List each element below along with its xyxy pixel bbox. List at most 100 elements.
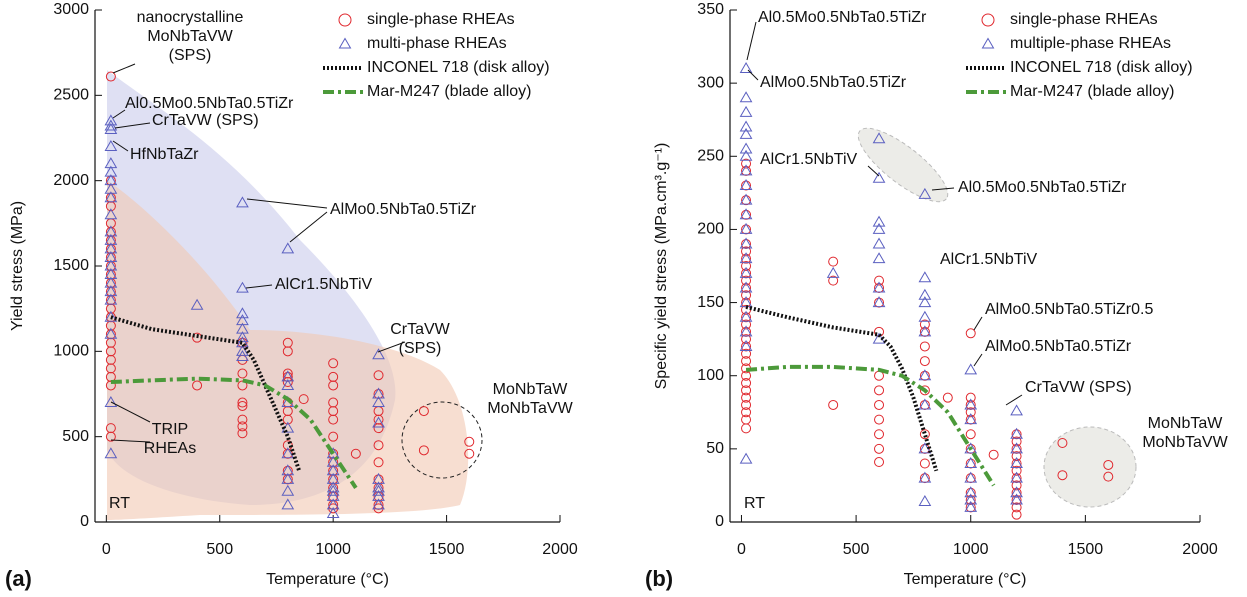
data-point: [918, 310, 932, 322]
annotation: MoNbTaVW: [1142, 434, 1228, 451]
data-point: [965, 328, 976, 339]
data-point: [918, 296, 932, 308]
data-point: [1010, 471, 1023, 483]
alloy-line: [745, 364, 996, 487]
data-point: [919, 319, 930, 330]
x-tick-label: 1500: [1068, 541, 1104, 558]
annotation: Al0.5Mo0.5NbTa0.5TiZr: [125, 95, 294, 112]
y-tick-label: 2000: [53, 172, 89, 189]
data-point: [828, 256, 839, 267]
data-point: [874, 457, 885, 468]
data-point: [739, 252, 753, 264]
data-point: [739, 179, 753, 191]
data-point: [104, 293, 118, 305]
data-point: [739, 237, 753, 249]
data-point: [105, 71, 116, 82]
data-point: [964, 363, 978, 375]
y-tick-label: 300: [697, 74, 724, 91]
x-tick-label: 500: [843, 541, 870, 558]
data-point: [372, 484, 385, 496]
data-point: [739, 310, 753, 322]
leader-line: [377, 341, 406, 353]
annotation: (SPS): [399, 340, 442, 357]
data-point: [741, 348, 752, 359]
data-point: [1011, 502, 1022, 513]
legend-label: INCONEL 718 (disk alloy): [1010, 59, 1193, 76]
data-point: [741, 399, 752, 410]
data-point: [739, 281, 753, 293]
x-tick-label: 1000: [315, 541, 351, 558]
data-point: [739, 62, 753, 74]
data-point: [874, 443, 885, 454]
data-point: [741, 261, 752, 271]
annotation: Al0.5Mo0.5NbTa0.5TiZr: [958, 179, 1127, 196]
y-tick-label: 250: [697, 148, 724, 165]
y-tick-label: 100: [697, 367, 724, 384]
data-point: [919, 341, 930, 352]
data-point: [1010, 442, 1023, 454]
y-axis-label: Yield stress (MPa): [9, 201, 26, 331]
data-point: [739, 452, 753, 464]
data-point: [739, 127, 753, 139]
data-point: [373, 457, 384, 468]
data-point: [237, 421, 248, 432]
data-point: [282, 346, 293, 357]
y-tick-label: 3000: [53, 1, 89, 18]
data-point: [237, 380, 248, 391]
data-point: [105, 431, 116, 442]
data-point: [282, 377, 293, 388]
annotation: AlCr1.5NbTiV: [940, 251, 1038, 268]
data-point: [372, 348, 385, 360]
annotation: AlMo0.5NbTa0.5TiZr0.5: [985, 301, 1153, 318]
y-tick-label: 0: [80, 513, 89, 530]
data-point: [1010, 404, 1023, 416]
data-point: [298, 394, 309, 405]
data-point: [872, 296, 886, 308]
data-point: [918, 495, 932, 507]
annotation: CrTaVW: [390, 321, 450, 338]
data-point: [828, 275, 839, 286]
leader-line: [112, 109, 126, 119]
data-point: [236, 344, 249, 356]
data-point: [236, 196, 249, 208]
data-point: [104, 140, 118, 152]
annotation: MoNbTaW: [493, 381, 569, 398]
annotation: AlMo0.5NbTa0.5TiZr: [985, 338, 1132, 355]
data-point: [1057, 470, 1068, 481]
data-point: [828, 399, 839, 410]
leader-line: [114, 122, 151, 129]
data-point: [919, 458, 930, 469]
data-point: [964, 493, 978, 505]
data-point: [739, 91, 753, 103]
data-point: [741, 378, 752, 389]
data-point: [328, 503, 339, 514]
data-point: [739, 105, 753, 117]
cluster-mid-temp: [857, 127, 949, 203]
data-point: [964, 413, 978, 425]
data-point: [281, 378, 295, 390]
leader-line: [973, 316, 983, 331]
data-point: [918, 369, 932, 381]
data-point: [1011, 509, 1022, 520]
panel-label: (b): [645, 566, 673, 591]
annotation: CrTaVW (SPS): [1025, 379, 1132, 396]
data-point: [328, 414, 339, 425]
legend-swatch: [981, 13, 995, 27]
data-point: [964, 398, 978, 410]
data-point: [372, 416, 385, 428]
data-point: [1010, 493, 1023, 505]
rt-note: RT: [744, 495, 765, 512]
data-point: [281, 447, 295, 459]
regions: [107, 70, 1137, 520]
cluster-high-temp: [1043, 426, 1137, 508]
data-point: [741, 423, 752, 434]
data-point: [741, 407, 752, 418]
data-point: [872, 281, 886, 293]
y-tick-label: 1000: [53, 343, 89, 360]
data-point: [965, 429, 976, 440]
legend-label: Mar-M247 (blade alloy): [1010, 83, 1175, 100]
alloy-line: [110, 376, 358, 489]
x-tick-label: 1500: [429, 541, 465, 558]
data-point: [1011, 451, 1022, 462]
data-point: [192, 380, 203, 391]
